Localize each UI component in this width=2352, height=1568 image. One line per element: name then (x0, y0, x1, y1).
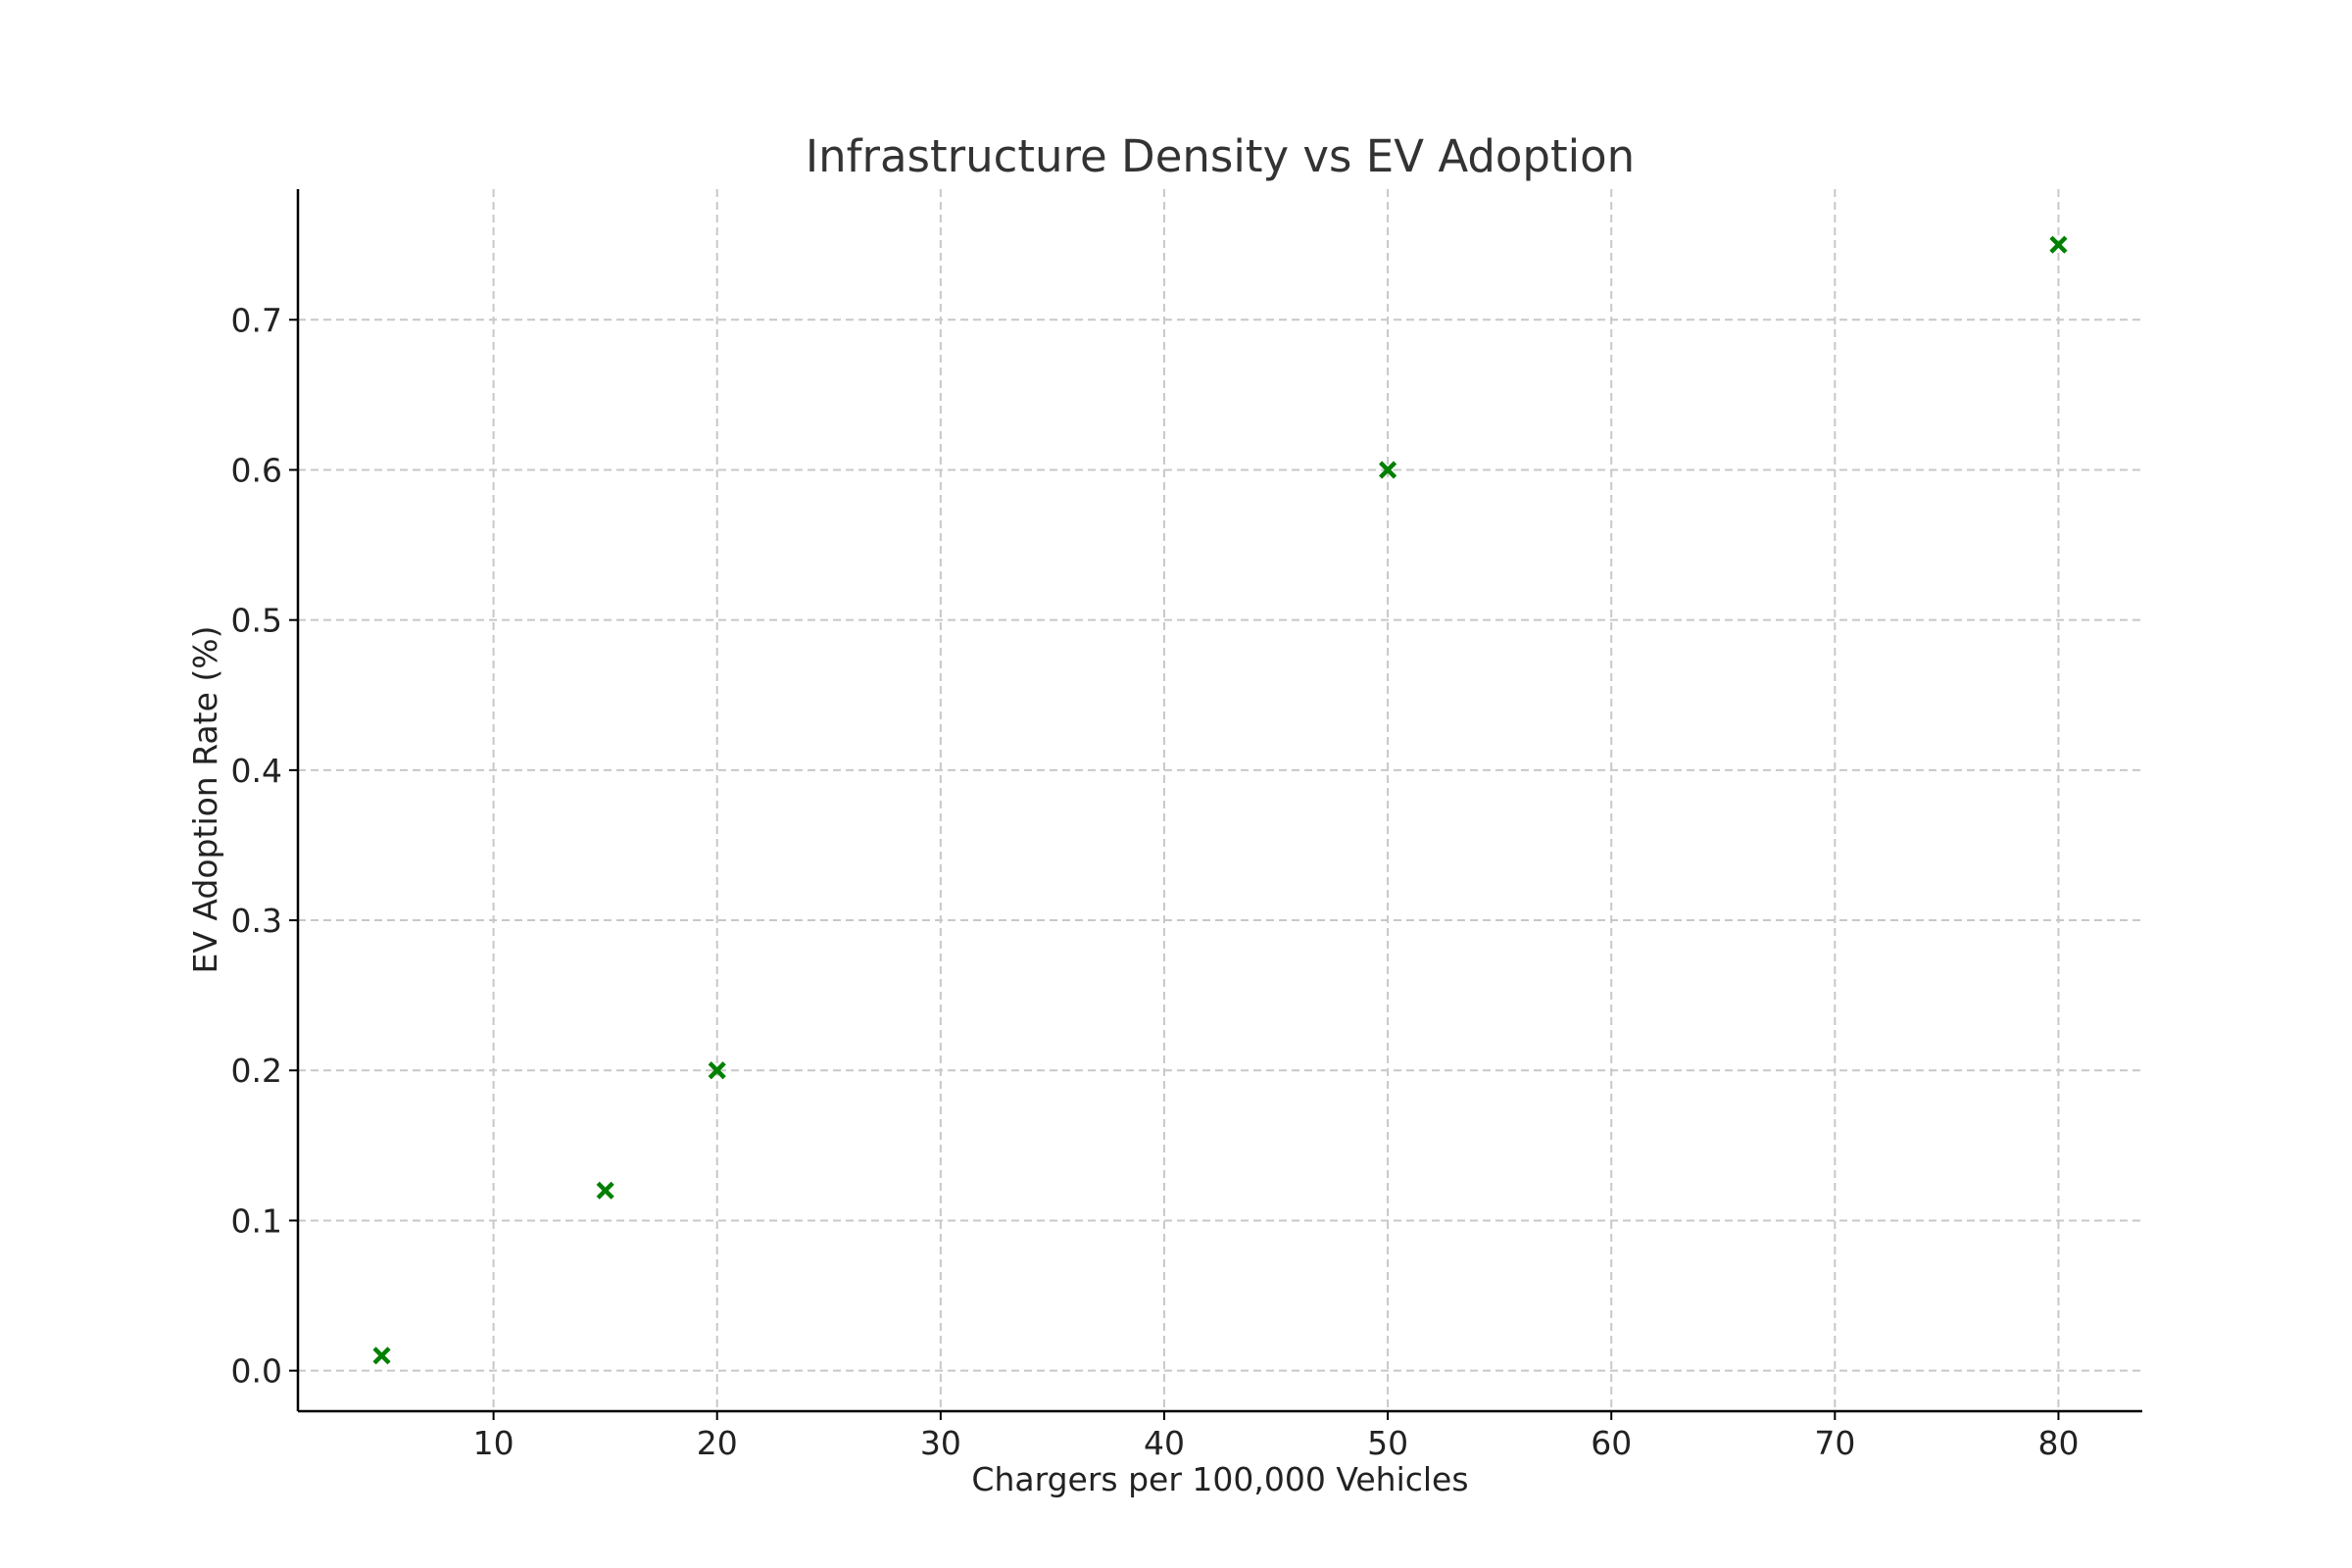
data-point (2049, 235, 2068, 254)
axes-layer (296, 189, 2142, 1413)
x-tick-label: 70 (1814, 1424, 1855, 1462)
x-tick-label: 80 (2037, 1424, 2079, 1462)
x-tick-label: 30 (920, 1424, 961, 1462)
x-tick-label: 40 (1144, 1424, 1185, 1462)
data-point (1378, 461, 1397, 479)
y-tick-label: 0.7 (231, 301, 282, 339)
data-point (596, 1181, 614, 1200)
y-tick-label: 0.5 (231, 602, 282, 640)
data-point-stroke (1378, 461, 1397, 479)
x-tick-label: 60 (1591, 1424, 1632, 1462)
x-tick-label: 10 (473, 1424, 514, 1462)
x-tick-label: 50 (1367, 1424, 1408, 1462)
x-axis-label: Chargers per 100,000 Vehicles (971, 1460, 1468, 1498)
data-point-stroke (2049, 235, 2068, 254)
grid-layer (298, 189, 2142, 1411)
points-layer (372, 235, 2068, 1365)
chart-title: Infrastructure Density vs EV Adoption (806, 130, 1635, 182)
y-tick-label: 0.1 (231, 1201, 282, 1240)
data-point-stroke (372, 1347, 391, 1365)
y-tick-label: 0.6 (231, 451, 282, 489)
y-tick-label: 0.3 (231, 902, 282, 940)
data-point (372, 1347, 391, 1365)
data-point-stroke (596, 1181, 614, 1200)
x-tick-label: 20 (697, 1424, 738, 1462)
data-point (708, 1061, 726, 1080)
y-tick-label: 0.4 (231, 752, 282, 790)
y-axis-label: EV Adoption Rate (%) (186, 626, 224, 974)
y-tick-label: 0.0 (231, 1352, 282, 1391)
y-tick-label: 0.2 (231, 1052, 282, 1090)
ticks-layer: 10 20 30 40 50 60 70 80 0.0 0.1 0.2 0.3 0.4 0.5 0.6 0.7 (231, 301, 2080, 1462)
data-point-stroke (708, 1061, 726, 1080)
